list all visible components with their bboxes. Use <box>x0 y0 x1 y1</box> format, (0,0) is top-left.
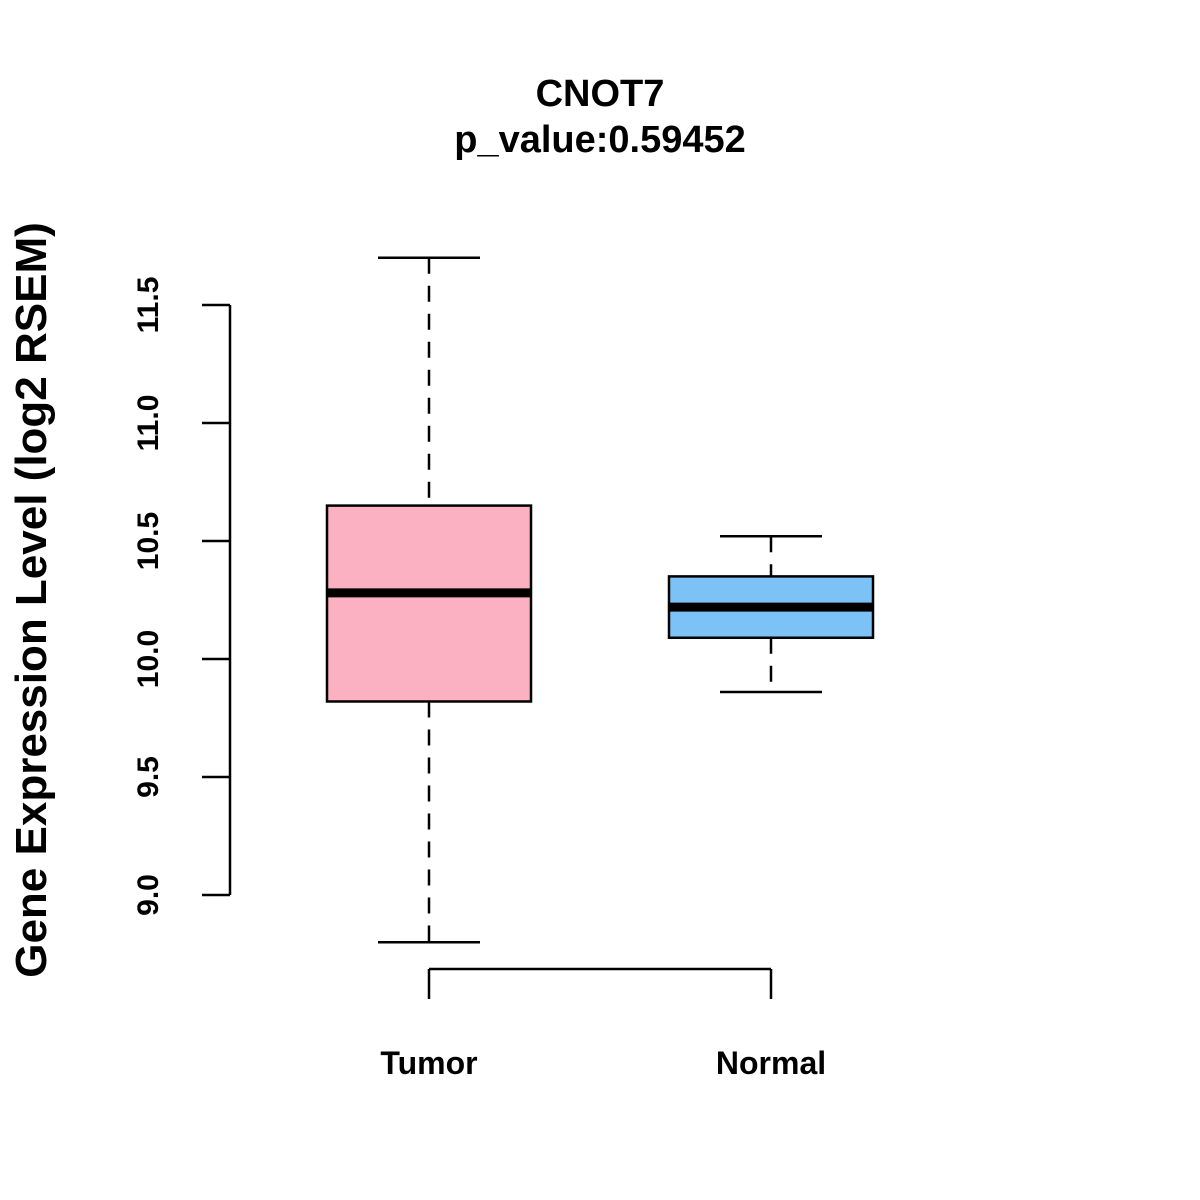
chart-subtitle: p_value:0.59452 <box>454 119 746 161</box>
y-axis-label: Gene Expression Level (log2 RSEM) <box>7 222 56 978</box>
box-normal <box>667 535 875 694</box>
y-tick-label: 11.0 <box>132 395 165 452</box>
x-axis: Tumor Normal <box>380 967 826 1081</box>
x-category-label: Normal <box>716 1045 826 1081</box>
y-tick-label: 10.0 <box>132 630 165 688</box>
box-iqr <box>325 504 533 703</box>
x-category-label: Tumor <box>380 1045 477 1081</box>
y-tick-label: 9.5 <box>132 756 165 798</box>
y-tick-label: 10.5 <box>132 512 165 570</box>
y-tick-label: 9.0 <box>132 874 165 916</box>
y-tick-label: 11.5 <box>132 277 165 334</box>
box-group <box>325 256 875 944</box>
y-axis: 9.0 9.5 10.0 10.5 11.0 11.5 <box>132 277 232 916</box>
chart-title: CNOT7 <box>536 73 665 115</box>
box-tumor <box>325 256 533 944</box>
